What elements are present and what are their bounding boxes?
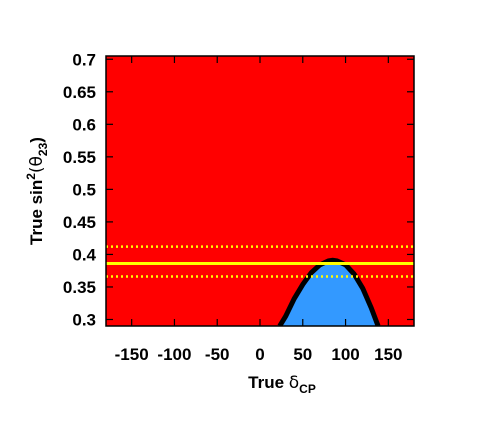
- y-tick-label: 0.65: [63, 83, 96, 102]
- contour-line: [277, 257, 381, 326]
- y-tick-label: 0.55: [63, 148, 96, 167]
- plot-background-region: [106, 56, 414, 326]
- y-tick-label: 0.3: [72, 310, 96, 329]
- y-tick-label: 0.45: [63, 213, 96, 232]
- x-tick-label: -150: [115, 345, 149, 364]
- x-axis: -150 -100 -50 0 50 100 150: [115, 56, 403, 364]
- y-tick-label: 0.5: [72, 180, 96, 199]
- x-tick-label: 150: [374, 345, 402, 364]
- x-tick-label: 100: [331, 345, 359, 364]
- y-tick-label: 0.35: [63, 278, 96, 297]
- reference-lines: [106, 245, 414, 278]
- y-axis-label: True sin2(θ23): [24, 137, 50, 245]
- y-tick-label: 0.6: [72, 115, 96, 134]
- x-tick-label: -100: [157, 345, 191, 364]
- x-axis-label: True δCP: [248, 373, 316, 396]
- x-tick-label: -50: [205, 345, 230, 364]
- y-tick-label: 0.4: [72, 245, 96, 264]
- y-axis: 0.3 0.35 0.4 0.45 0.5 0.55 0.6 0.65 0.7: [63, 50, 414, 329]
- x-tick-label: 50: [293, 345, 312, 364]
- x-tick-label: 0: [255, 345, 264, 364]
- y-tick-label: 0.7: [72, 50, 96, 69]
